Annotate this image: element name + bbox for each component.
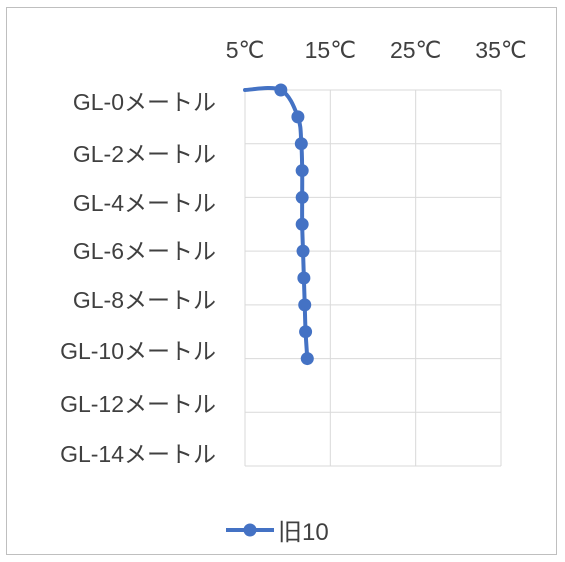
chart-frame bbox=[6, 7, 557, 555]
series-plot bbox=[243, 83, 314, 366]
data-point bbox=[298, 298, 312, 312]
data-point bbox=[274, 83, 288, 97]
data-point bbox=[295, 217, 309, 231]
data-point bbox=[295, 190, 309, 204]
data-point bbox=[297, 271, 311, 285]
x-tick-label: 25℃ bbox=[390, 37, 441, 63]
data-point bbox=[300, 352, 314, 366]
y-tick-label: GL-10メートル bbox=[60, 338, 216, 364]
y-axis-tick-labels: GL-0メートル GL-2メートル GL-4メートル GL-6メートル GL-8メートル… bbox=[60, 89, 216, 467]
x-axis-tick-labels: 5℃ 15℃ 25℃ 35℃ bbox=[226, 37, 527, 63]
data-point bbox=[295, 164, 309, 178]
x-tick-label: 5℃ bbox=[226, 37, 265, 63]
legend-label-series: 旧10 bbox=[278, 519, 329, 546]
y-tick-label: GL-6メートル bbox=[73, 238, 216, 264]
data-point bbox=[299, 325, 313, 339]
y-tick-label: GL-12メートル bbox=[60, 391, 216, 417]
data-point bbox=[294, 137, 308, 151]
y-tick-label: GL-14メートル bbox=[60, 441, 216, 467]
gridlines bbox=[244, 89, 502, 467]
y-tick-label: GL-2メートル bbox=[73, 141, 216, 167]
data-point bbox=[291, 110, 305, 124]
x-tick-label: 35℃ bbox=[475, 37, 526, 63]
x-tick-label: 15℃ bbox=[305, 37, 356, 63]
y-tick-label: GL-8メートル bbox=[73, 287, 216, 313]
legend-point-marker bbox=[243, 523, 257, 537]
data-point bbox=[296, 244, 310, 258]
y-tick-label: GL-4メートル bbox=[73, 190, 216, 216]
y-tick-label: GL-0メートル bbox=[73, 89, 216, 115]
legend: 旧10 bbox=[226, 519, 329, 546]
